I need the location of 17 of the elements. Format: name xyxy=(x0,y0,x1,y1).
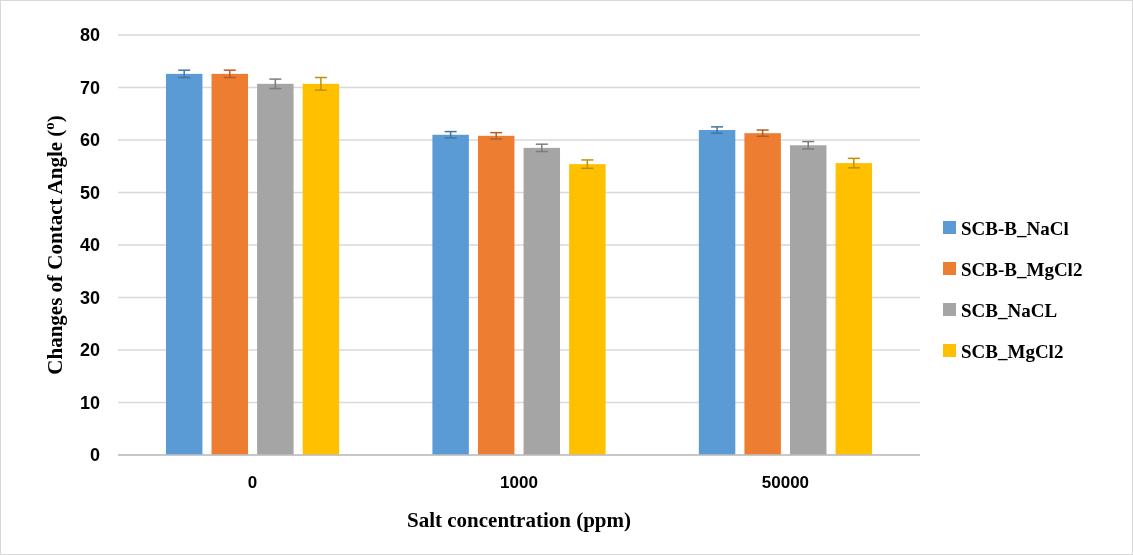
legend-label: SCB-B_MgCl2 xyxy=(961,258,1083,280)
y-tick-label: 0 xyxy=(89,445,100,466)
x-tick-label: 1000 xyxy=(500,473,538,492)
y-tick-label: 50 xyxy=(79,182,100,203)
x-tick-label: 0 xyxy=(247,473,258,492)
legend-label: SCB_NaCL xyxy=(961,299,1058,321)
y-tick-label: 70 xyxy=(79,77,100,98)
y-tick-label: 30 xyxy=(79,287,100,308)
legend-label: SCB_MgCl2 xyxy=(961,340,1064,362)
x-tick-label: 50000 xyxy=(761,473,810,492)
y-tick-label: 60 xyxy=(79,130,100,151)
y-tick-label: 10 xyxy=(79,392,100,413)
y-tick-label: 40 xyxy=(79,235,100,256)
y-tick-label: 80 xyxy=(79,25,100,46)
y-tick-label: 20 xyxy=(79,340,100,361)
x-axis-title: Salt concentration (ppm) xyxy=(407,508,631,532)
legend-label: SCB-B_NaCl xyxy=(961,217,1069,239)
